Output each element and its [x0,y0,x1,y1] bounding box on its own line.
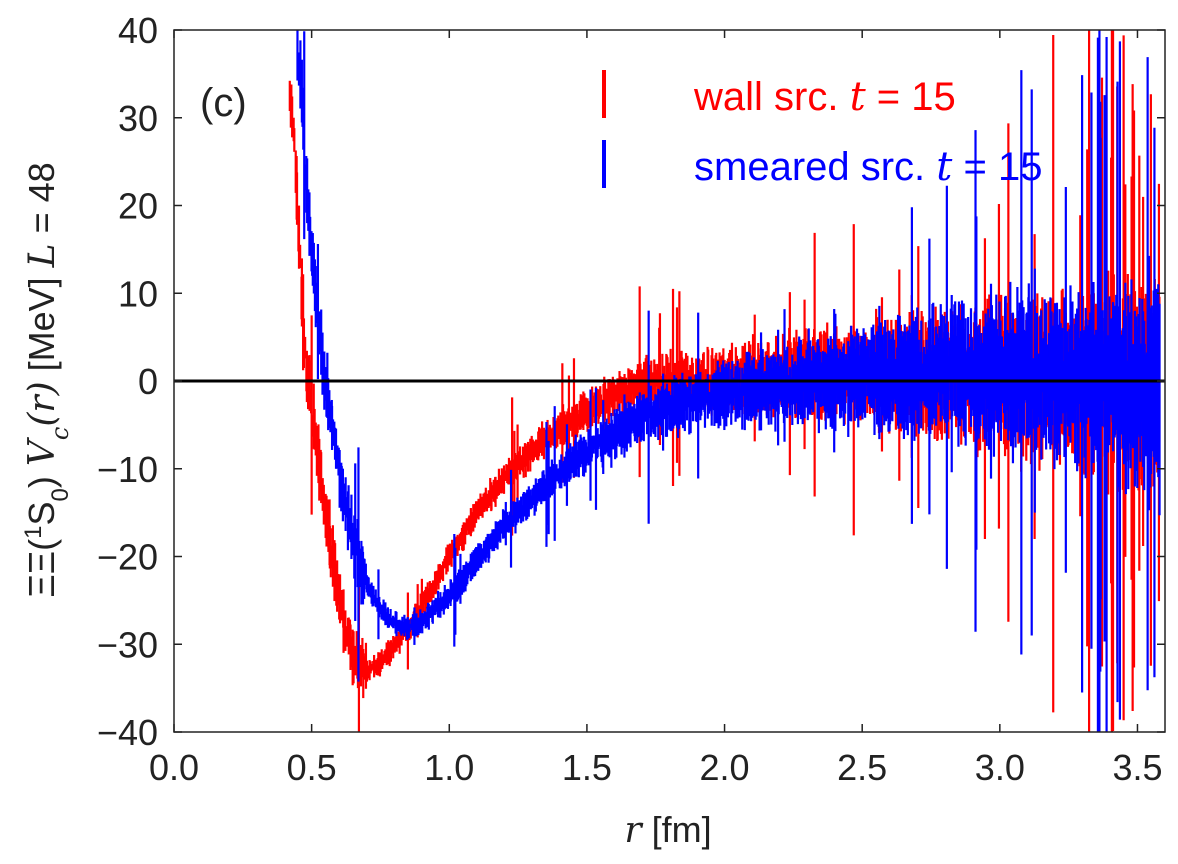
series-layer [288,30,1161,732]
y-tick-label: −10 [97,449,158,490]
y-axis-label: ΞΞ(1S0) Vc(r) [MeV] L = 48 [20,162,75,597]
x-tick-label: 0.5 [287,747,337,788]
series-smeared [296,30,1161,732]
ticks-layer: 0.0 0.5 1.0 1.5 2.0 2.5 3.0 3.5 −40 −30 −20 −10 0 10 2… [97,10,1165,788]
y-tick-label: 10 [118,273,158,314]
y-tick-label: −40 [97,712,158,753]
x-axis-label: r [fm] [624,809,711,851]
x-tick-label: 3.5 [1112,747,1162,788]
panel-label: (c) [200,81,247,125]
y-tick-label: −20 [97,537,158,578]
y-tick-label: −30 [97,624,158,665]
legend-label-wall: wall src. t = 15 [693,74,956,120]
x-tick-label: 0.0 [149,747,199,788]
y-tick-label: 30 [118,98,158,139]
x-tick-label: 1.0 [424,747,474,788]
y-tick-label: 20 [118,186,158,227]
x-tick-label: 2.0 [700,747,750,788]
y-tick-label: 0 [138,361,158,402]
legend-label-smeared: smeared src. t = 15 [694,144,1042,190]
legend: wall src. t = 15 smeared src. t = 15 [602,70,1042,190]
x-tick-label: 1.5 [562,747,612,788]
x-tick-label: 3.0 [975,747,1025,788]
y-tick-label: 40 [118,10,158,51]
x-tick-label: 2.5 [837,747,887,788]
